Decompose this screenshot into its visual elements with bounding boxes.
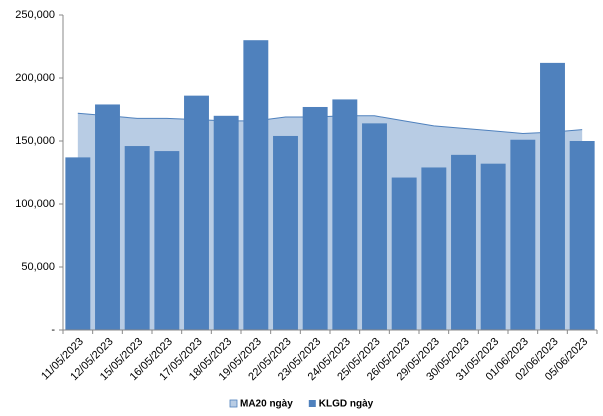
- y-tick-label: 200,000: [15, 72, 55, 84]
- y-tick-label: 50,000: [21, 261, 55, 273]
- bar: [332, 99, 358, 330]
- bar: [362, 123, 387, 330]
- bar: [451, 154, 476, 330]
- area-fill: [77, 113, 583, 330]
- bar: [421, 167, 447, 330]
- bar: [95, 104, 120, 331]
- bar: [510, 139, 536, 330]
- area-line: [77, 112, 583, 134]
- bar: [184, 95, 209, 330]
- legend-label: KLGD ngày: [319, 399, 374, 410]
- legend-swatch: [308, 400, 316, 407]
- bar: [302, 106, 328, 330]
- bar: [213, 115, 239, 330]
- bar: [154, 151, 180, 330]
- y-tick-label: 150,000: [15, 135, 55, 147]
- bar: [391, 177, 417, 330]
- y-tick-label: 250,000: [15, 9, 55, 21]
- y-tick-label: -: [51, 324, 55, 336]
- legend-swatch: [229, 399, 238, 408]
- y-tick-label: 100,000: [15, 198, 55, 210]
- legend-label: MA20 ngày: [240, 399, 293, 410]
- bar: [569, 141, 595, 330]
- bar: [273, 135, 298, 330]
- bar: [124, 146, 150, 330]
- bar: [65, 157, 91, 330]
- bar: [243, 40, 269, 330]
- bar: [480, 163, 506, 330]
- bar: [540, 62, 565, 330]
